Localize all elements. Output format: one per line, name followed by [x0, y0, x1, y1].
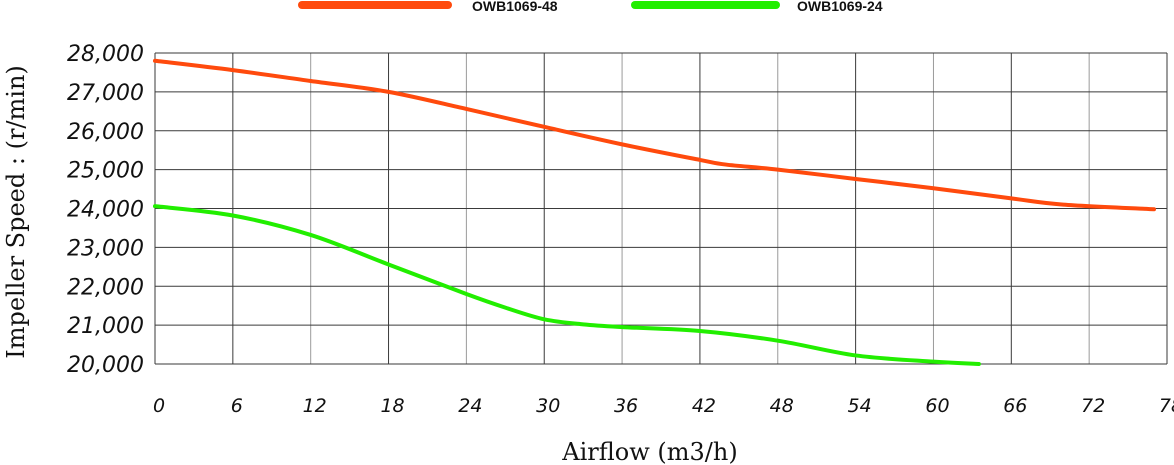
x-tick-label: 48	[770, 395, 794, 417]
chart-series	[153, 58, 1157, 366]
x-tick-label: 6	[231, 395, 243, 417]
y-tick-label: 28,000	[67, 42, 144, 67]
legend-label-owb1069-24: OWB1069-24	[797, 0, 883, 14]
x-axis-ticks: 0 6 12 18 24 30 36 42 48 54 60 66 72 78	[153, 395, 1174, 417]
x-tick-label: 36	[614, 395, 638, 417]
y-tick-label: 26,000	[67, 120, 144, 145]
x-tick-label: 72	[1081, 395, 1105, 417]
series-line-owb1069-24	[153, 204, 981, 366]
x-tick-label: 24	[458, 395, 482, 417]
x-tick-label: 78	[1159, 395, 1174, 417]
y-axis-title: Impeller Speed : (r/min)	[2, 65, 30, 359]
y-axis-ticks: 20,000 21,000 22,000 23,000 24,000 25,000 26,0…	[67, 42, 144, 378]
y-tick-label: 24,000	[67, 198, 144, 223]
chart-grid	[154, 52, 1168, 365]
y-tick-label: 21,000	[67, 314, 144, 339]
legend-label-owb1069-48: OWB1069-48	[472, 0, 558, 14]
x-tick-label: 0	[153, 395, 165, 417]
y-tick-label: 23,000	[67, 236, 144, 261]
y-tick-label: 20,000	[67, 353, 144, 378]
y-tick-label: 27,000	[67, 81, 144, 106]
y-tick-label: 25,000	[67, 159, 144, 184]
y-tick-label: 22,000	[67, 275, 144, 300]
x-tick-label: 18	[380, 395, 404, 417]
x-tick-label: 30	[536, 395, 560, 417]
x-tick-label: 60	[925, 395, 949, 417]
x-axis-title: Airflow (m3/h)	[561, 438, 737, 465]
x-tick-label: 54	[848, 395, 872, 417]
series-line-owb1069-48	[153, 58, 1157, 212]
x-tick-label: 42	[692, 395, 716, 417]
x-tick-label: 66	[1003, 395, 1027, 417]
chart-legend: OWB1069-48 OWB1069-24	[298, 0, 883, 14]
x-tick-label: 12	[303, 395, 327, 417]
